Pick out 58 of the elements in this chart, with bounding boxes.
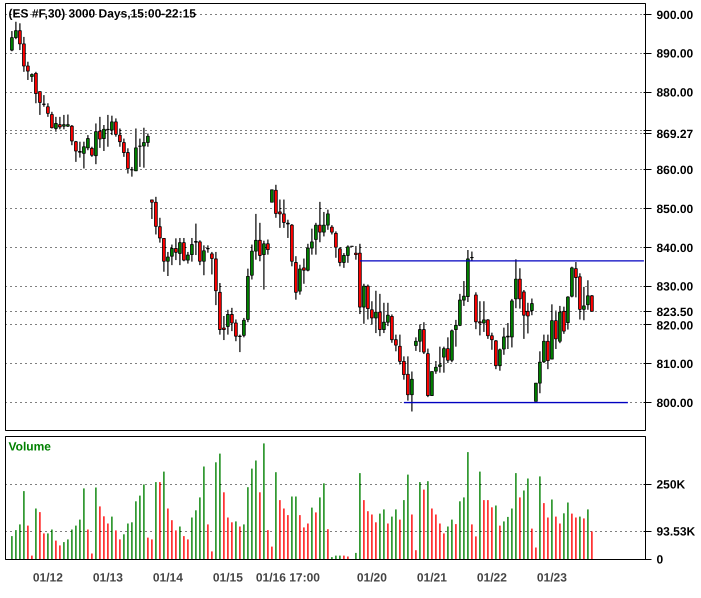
candlestick [178, 237, 182, 266]
x-tick-label: 01/21 [416, 570, 448, 584]
candlestick [274, 184, 278, 218]
candlestick [442, 346, 446, 374]
candlestick [182, 237, 186, 262]
y-tick-label: 823.50 [656, 304, 694, 319]
candlestick [482, 300, 486, 332]
y-tick-label: 250K [656, 478, 686, 492]
chart-title: (ES #F,30) 3000 Days,15:00-22:15 [8, 6, 196, 20]
candlestick [366, 284, 370, 320]
candlestick [410, 370, 414, 412]
candlestick [378, 293, 382, 337]
candlestick [10, 30, 14, 52]
x-tick-label: 01/16 17:00 [256, 570, 320, 584]
chart-title: Volume [8, 440, 52, 454]
y-tick-label: 820.00 [656, 318, 694, 332]
candlestick [58, 116, 62, 130]
candlestick [418, 324, 422, 353]
candlestick [174, 238, 178, 261]
y-tick-label: 850.00 [656, 202, 694, 216]
candlestick [374, 290, 378, 334]
candlestick [62, 114, 66, 130]
candlestick [262, 240, 266, 290]
y-tick-label: 900.00 [656, 8, 694, 22]
x-tick-label: 01/23 [536, 570, 568, 584]
candlestick [82, 141, 86, 170]
y-tick-label: 830.00 [656, 280, 694, 294]
candlestick [54, 116, 58, 132]
candlestick [34, 71, 38, 104]
candlestick [142, 127, 146, 168]
candlestick [298, 264, 302, 296]
x-tick-label: 01/12 [32, 570, 64, 584]
y-tick-label: 810.00 [656, 357, 694, 372]
candlestick [202, 244, 206, 276]
candlestick [314, 222, 318, 256]
y-tick-label: 860.00 [656, 163, 694, 178]
y-tick-label: 0 [656, 552, 664, 566]
candlestick [322, 211, 326, 238]
x-tick-label: 01/15 [212, 570, 244, 584]
candlestick [514, 258, 518, 309]
candlestick [190, 237, 194, 262]
candlestick [438, 346, 442, 374]
candlestick [318, 201, 322, 243]
y-tick-label: 840.00 [656, 240, 694, 255]
x-tick-label: 01/22 [476, 570, 508, 584]
candlestick [106, 114, 110, 148]
y-tick-label: 869.27 [656, 127, 694, 142]
y-tick-label: 800.00 [656, 396, 694, 410]
x-tick-label: 01/14 [152, 570, 184, 584]
x-tick-label: 01/13 [92, 570, 124, 584]
x-tick-label: 01/20 [356, 570, 388, 584]
candlestick [78, 141, 82, 158]
candlestick [282, 198, 286, 228]
candlestick [266, 238, 270, 256]
y-tick-label: 93.53K [656, 524, 696, 538]
y-tick-label: 890.00 [656, 46, 694, 61]
candlestick [382, 302, 386, 334]
y-tick-label: 880.00 [656, 86, 694, 100]
